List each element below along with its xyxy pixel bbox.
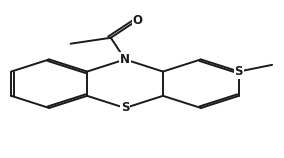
Text: N: N xyxy=(120,53,130,66)
Text: S: S xyxy=(121,101,129,115)
Text: O: O xyxy=(133,14,143,27)
Text: S: S xyxy=(235,65,243,78)
